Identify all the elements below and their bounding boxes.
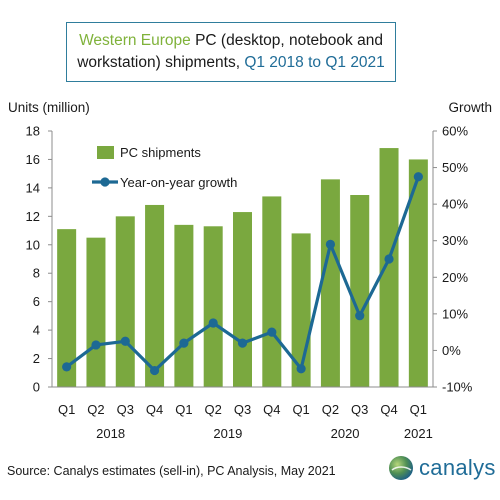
title-text-2: workstation) shipments, <box>77 54 245 71</box>
y-left-tick-label: 12 <box>26 209 40 224</box>
logo-text: canalys <box>419 455 496 480</box>
legend-swatch-marker <box>100 177 110 187</box>
y-left-tick-label: 8 <box>33 266 40 281</box>
x-tick-label: Q1 <box>410 402 427 417</box>
y-right-tick-label: 40% <box>442 197 468 212</box>
chart-title: Western Europe PC (desktop, notebook and… <box>66 22 396 82</box>
point-yoy-growth <box>325 239 336 249</box>
globe-logo-icon <box>389 456 413 480</box>
x-tick-label: Q3 <box>351 402 368 417</box>
legend-label-bar: PC shipments <box>120 145 201 160</box>
point-yoy-growth <box>355 311 365 321</box>
x-tick-label: Q1 <box>58 402 75 417</box>
y-right-tick-label: 30% <box>442 233 468 248</box>
x-tick-label: Q1 <box>292 402 309 417</box>
y-right-tick-label: 60% <box>442 124 468 139</box>
point-yoy-growth <box>413 172 423 182</box>
point-yoy-growth <box>149 365 160 376</box>
bar-pc-shipments <box>233 212 252 387</box>
x-tick-label: Q2 <box>87 402 104 417</box>
x-tick-label: Q3 <box>234 402 251 417</box>
title-region: Western Europe <box>79 32 191 49</box>
point-yoy-growth <box>91 340 101 350</box>
bar-pc-shipments <box>408 159 428 387</box>
point-yoy-growth <box>120 336 130 346</box>
y-left-tick-label: 6 <box>33 294 40 309</box>
y-left-tick-label: 18 <box>26 124 40 139</box>
y-right-tick-label: 0% <box>442 343 461 358</box>
point-yoy-growth <box>179 338 189 348</box>
y-right-tick-label: 10% <box>442 306 468 321</box>
source-note: Source: Canalys estimates (sell-in), PC … <box>7 464 336 478</box>
bar-pc-shipments <box>174 224 194 387</box>
y-right-tick-label: 20% <box>442 270 468 285</box>
y-left-tick-label: 16 <box>26 152 40 167</box>
x-year-label: 2019 <box>213 426 242 441</box>
x-tick-label: Q2 <box>205 402 222 417</box>
y-right-tick-label: -10% <box>442 380 473 395</box>
point-yoy-growth <box>384 254 394 264</box>
y-right-tick-label: 50% <box>442 160 468 175</box>
bar-pc-shipments <box>145 204 165 387</box>
title-period: Q1 2018 to Q1 2021 <box>244 54 385 71</box>
legend-swatch-bar <box>97 146 114 159</box>
x-tick-label: Q4 <box>263 402 280 417</box>
y-axis-left-title: Units (million) <box>8 100 90 115</box>
bar-pc-shipments <box>86 237 106 387</box>
bar-pc-shipments <box>57 229 77 387</box>
x-year-label: 2018 <box>96 426 125 441</box>
y-left-tick-label: 14 <box>26 180 40 195</box>
x-year-label: 2020 <box>331 426 360 441</box>
y-left-tick-label: 10 <box>26 237 40 252</box>
point-yoy-growth <box>208 318 218 328</box>
point-yoy-growth <box>267 327 277 337</box>
x-tick-label: Q2 <box>322 402 339 417</box>
point-yoy-growth <box>237 338 248 348</box>
canalys-logo: canalys <box>388 455 496 481</box>
bar-pc-shipments <box>379 148 399 387</box>
bar-pc-shipments <box>350 195 370 387</box>
bar-pc-shipments <box>320 179 340 387</box>
point-yoy-growth <box>62 362 72 372</box>
legend-label-line: Year-on-year growth <box>120 175 237 190</box>
bar-pc-shipments <box>203 226 223 387</box>
y-left-tick-label: 2 <box>33 351 40 366</box>
x-tick-label: Q4 <box>380 402 397 417</box>
bar-pc-shipments <box>115 216 135 387</box>
x-year-label: 2021 <box>404 426 433 441</box>
bar-pc-shipments <box>262 196 282 387</box>
x-tick-label: Q4 <box>146 402 163 417</box>
y-left-tick-label: 4 <box>33 323 40 338</box>
title-text-1: PC (desktop, notebook and <box>190 32 383 49</box>
point-yoy-growth <box>296 364 306 374</box>
x-tick-label: Q1 <box>175 402 192 417</box>
x-tick-label: Q3 <box>117 402 134 417</box>
y-left-tick-label: 0 <box>33 380 40 395</box>
y-axis-right-title: Growth <box>448 100 492 115</box>
